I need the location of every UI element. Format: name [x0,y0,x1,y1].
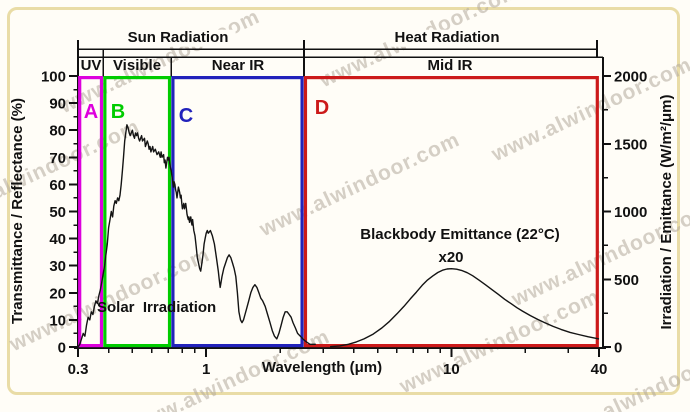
annotation-blackbody-emittance: Blackbody Emittance (22°C) [360,225,560,243]
axes [74,40,606,349]
band-label-near-ir: Near IR [211,56,265,74]
right-axis-ticks: 0 500 1000 1500 2000 [603,69,647,357]
series-solar [77,124,316,348]
svg-text:70: 70 [49,150,66,167]
band-letter-b: B [110,101,126,123]
band-box-near-ir [171,75,304,348]
svg-text:50: 50 [49,204,66,221]
annotation-x20: x20 [438,248,464,266]
bracket-label-heat-radiation: Heat Radiation [387,29,507,47]
bracket-label-sun-radiation: Sun Radiation [120,29,236,47]
left-axis-ticks: 0 10 20 30 40 50 60 70 80 90 100 [41,69,78,357]
svg-text:0.3: 0.3 [68,361,89,378]
band-letter-d: D [314,97,330,119]
svg-text:100: 100 [41,69,66,86]
svg-text:90: 90 [49,96,66,113]
band-letter-a: A [83,101,99,123]
left-axis-title: Transmittance / Reflectance (%) [8,98,26,324]
svg-text:0: 0 [58,340,66,357]
svg-text:1500: 1500 [614,136,647,153]
svg-text:80: 80 [49,123,66,140]
series-blackbody [330,268,600,348]
svg-text:0: 0 [614,340,622,357]
band-label-uv: UV [80,56,102,74]
svg-text:1: 1 [202,361,210,378]
band-box-uv [78,75,104,348]
svg-text:500: 500 [614,272,639,289]
svg-text:10: 10 [443,361,460,378]
decorative-frame [7,7,680,395]
x-axis-ticks: 0.3 1 10 40 [68,348,608,378]
band-letter-c: C [178,105,194,127]
svg-text:30: 30 [49,258,66,275]
band-box-mid-ir [303,75,599,348]
svg-text:1000: 1000 [614,204,647,221]
band-boxes [78,75,599,348]
annotation-solar-irradiation: Solar Irradiation [97,299,217,316]
svg-text:10: 10 [49,312,66,329]
right-axis-title: Irradiation / Emittance (W/m²/μm) [657,94,675,330]
band-label-visible: Visible [112,56,162,74]
x-axis-title: Wavelength (μm) [261,358,383,376]
svg-text:60: 60 [49,177,66,194]
svg-text:40: 40 [591,361,608,378]
svg-text:2000: 2000 [614,69,647,86]
band-label-mid-ir: Mid IR [427,56,473,74]
band-box-visible [103,75,172,348]
svg-text:20: 20 [49,285,66,302]
svg-text:40: 40 [49,231,66,248]
